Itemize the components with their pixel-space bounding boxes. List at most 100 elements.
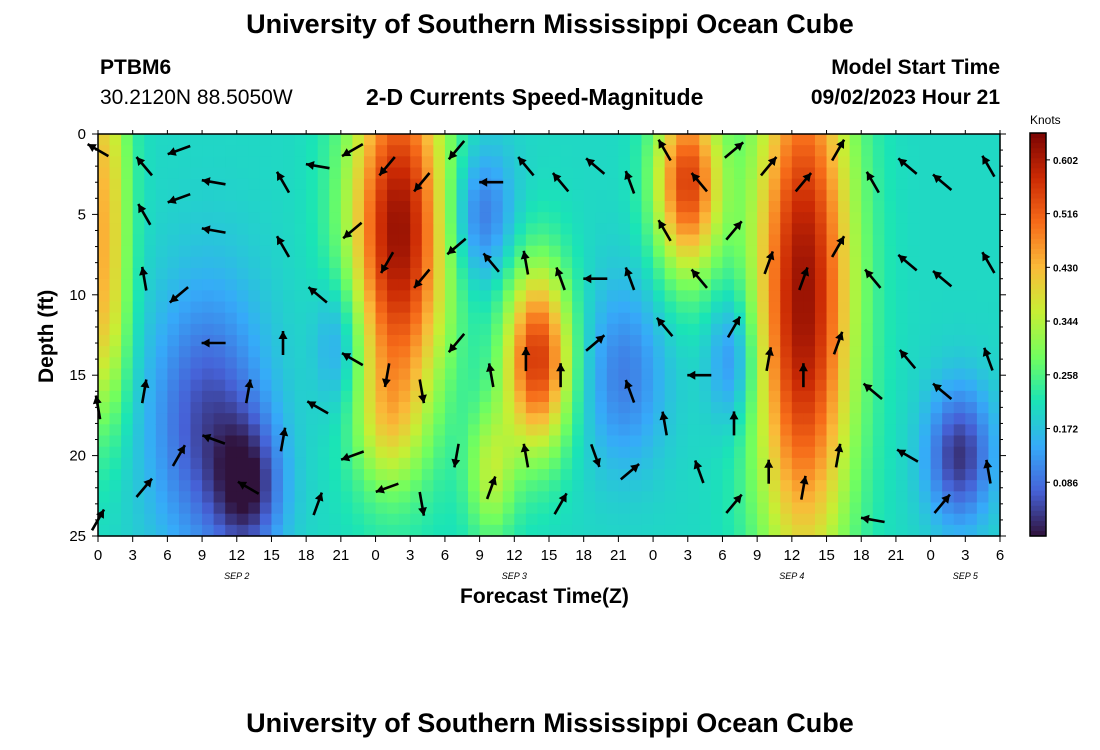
heatmap-cell (595, 502, 608, 515)
colorbar-segment (1030, 289, 1046, 295)
heatmap-cell (768, 134, 781, 146)
heatmap-cell (838, 513, 851, 526)
heatmap-cell (838, 212, 851, 224)
heatmap-cell (444, 178, 458, 191)
heatmap-cell (479, 134, 492, 146)
current-arrow (520, 443, 530, 468)
heatmap-cell (410, 346, 423, 358)
heatmap-cell (491, 234, 504, 247)
heatmap-cell (352, 245, 365, 258)
heatmap-cell (838, 335, 851, 347)
current-arrow (341, 351, 364, 367)
heatmap-cell (155, 223, 168, 236)
heatmap-cell (930, 301, 943, 314)
heatmap-cell (248, 413, 261, 425)
heatmap-cell (710, 145, 724, 157)
heatmap-cell (202, 312, 215, 325)
heatmap-cell (965, 279, 978, 291)
heatmap-cell (687, 513, 700, 526)
heatmap-cell (225, 234, 238, 247)
heatmap-cell (375, 189, 388, 202)
heatmap-cell (687, 178, 700, 191)
heatmap-cell (387, 469, 400, 481)
heatmap-cell (167, 413, 180, 425)
heatmap-cell (352, 379, 365, 392)
heatmap-cell (907, 446, 920, 459)
heatmap-cell (791, 301, 805, 314)
heatmap-cell (803, 312, 816, 325)
colorbar-segment (1030, 384, 1046, 391)
heatmap-cell (444, 167, 458, 180)
heatmap-cell (421, 491, 434, 504)
heatmap-cell (352, 524, 365, 537)
heatmap-cell (421, 234, 434, 247)
heatmap-cell (861, 212, 874, 224)
colorbar-segment (1030, 415, 1046, 421)
heatmap-cell (225, 178, 238, 191)
heatmap-cell (699, 457, 712, 470)
heatmap-cell (826, 457, 839, 470)
heatmap-cell (768, 279, 781, 291)
heatmap-cell (919, 189, 932, 202)
heatmap-cell (421, 245, 434, 258)
heatmap-cell (572, 457, 585, 470)
heatmap-cell (710, 513, 724, 526)
heatmap-cell (178, 178, 192, 191)
heatmap-cell (329, 279, 342, 291)
heatmap-cell (826, 201, 839, 213)
heatmap-cell (190, 312, 203, 325)
heatmap-cell (398, 346, 411, 358)
heatmap-cell (387, 134, 400, 146)
x-tick-label: 0 (94, 547, 102, 564)
heatmap-cell (572, 335, 585, 347)
colorbar-segment (1030, 173, 1046, 179)
heatmap-cell (745, 234, 758, 247)
heatmap-cell (953, 145, 966, 157)
heatmap-cell (734, 189, 747, 202)
heatmap-cell (803, 178, 816, 191)
heatmap-cell (618, 201, 631, 213)
heatmap-cell (236, 502, 249, 515)
y-tick-label: 0 (78, 126, 86, 143)
heatmap-cell (930, 290, 943, 303)
heatmap-cell (491, 335, 504, 347)
heatmap-cell (629, 312, 643, 325)
heatmap-cell (618, 312, 631, 325)
heatmap-cell (583, 167, 596, 180)
heatmap-cell (213, 145, 226, 157)
heatmap-cell (710, 480, 724, 492)
current-arrow (583, 274, 608, 284)
heatmap-cell (861, 357, 874, 370)
heatmap-cell (352, 290, 365, 303)
heatmap-cell (826, 357, 839, 370)
day-label: SEP 5 (953, 571, 979, 581)
heatmap-cell (98, 446, 111, 459)
heatmap-cell (190, 156, 203, 169)
heatmap-cell (109, 346, 122, 358)
heatmap-cell (768, 268, 781, 280)
x-tick-label: 12 (506, 547, 523, 564)
heatmap-cell (155, 457, 168, 470)
heatmap-cell (826, 491, 839, 504)
heatmap-cell (965, 502, 978, 515)
heatmap-cell (236, 212, 249, 224)
heatmap-cell (213, 301, 226, 314)
heatmap-cell (988, 379, 1001, 392)
heatmap-cell (271, 424, 284, 437)
heatmap-cell (283, 457, 296, 470)
heatmap-cell (167, 502, 180, 515)
current-arrow (932, 173, 953, 191)
heatmap-cell (190, 134, 203, 146)
heatmap-cell (225, 513, 238, 526)
heatmap-cell (710, 245, 724, 258)
heatmap-cell (976, 268, 990, 280)
heatmap-cell (803, 234, 816, 247)
heatmap-cell (502, 390, 515, 403)
x-tick-label: 9 (753, 547, 761, 564)
heatmap-cell (618, 402, 631, 414)
heatmap-cell (468, 469, 481, 481)
heatmap-cell (340, 346, 354, 358)
heatmap-cell (248, 223, 261, 236)
heatmap-cell (895, 312, 909, 325)
heatmap-cell (826, 223, 839, 236)
